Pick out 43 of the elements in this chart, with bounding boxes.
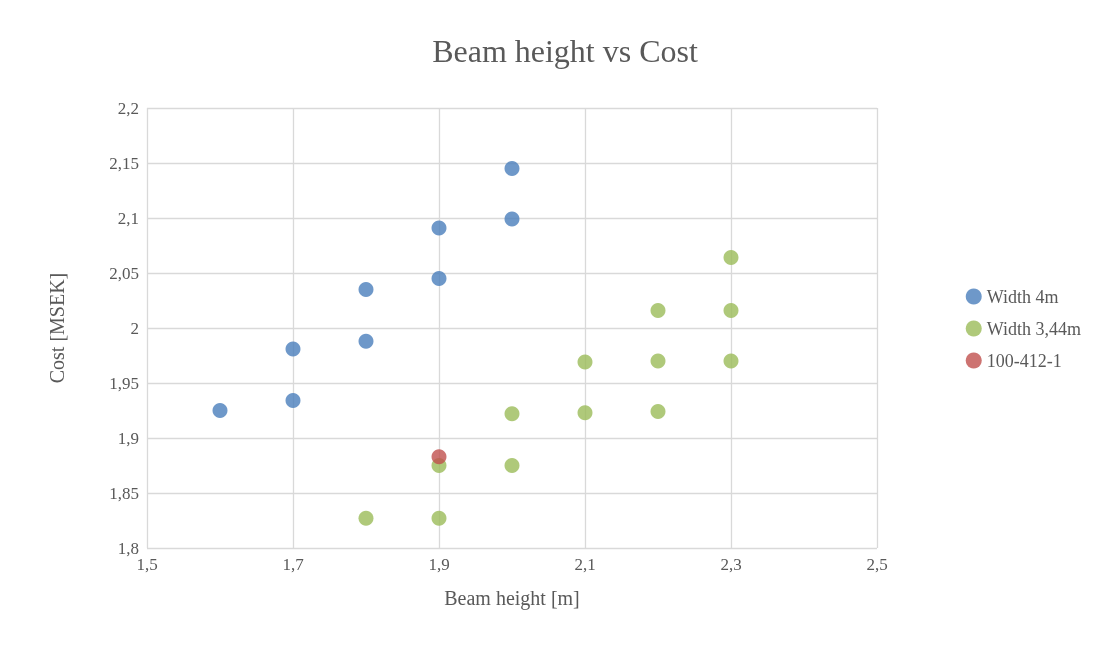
y-tick-label: 1,95 [109, 373, 139, 393]
x-axis-title: Beam height [m] [444, 587, 580, 610]
point [431, 510, 447, 526]
point [723, 353, 739, 369]
y-tick-label: 2,2 [117, 98, 139, 118]
point [504, 161, 520, 176]
point [723, 250, 739, 266]
point [504, 211, 520, 227]
point [358, 282, 374, 297]
point [431, 449, 447, 465]
x-tick-label: 1,9 [428, 555, 450, 574]
point [650, 302, 666, 318]
point [504, 458, 520, 473]
point [285, 393, 301, 409]
y-axis-title: Cost [MSEK] [46, 272, 68, 384]
y-tick-label: 2 [130, 318, 139, 338]
y-tick-label: 1,9 [117, 428, 139, 448]
legend-label: Width 3,44m [986, 318, 1082, 339]
y-tick-label: 2,15 [109, 153, 139, 173]
point [431, 271, 447, 286]
point [212, 403, 228, 418]
point [577, 405, 593, 421]
x-tick-label: 1,7 [282, 555, 305, 574]
point [285, 341, 301, 357]
legend-label: 100-412-1 [986, 350, 1062, 371]
point [431, 220, 447, 236]
legend-label: Width 4m [986, 286, 1059, 307]
y-tick-label: 1,8 [117, 538, 139, 558]
y-tick-label: 1,85 [109, 483, 139, 503]
x-tick-label: 2,3 [720, 555, 742, 574]
x-tick-label: 2,1 [574, 555, 596, 574]
point [577, 354, 593, 370]
point [358, 333, 374, 349]
y-tick-label: 2,1 [117, 208, 139, 228]
point [650, 404, 666, 420]
y-tick-label: 2,05 [109, 263, 139, 283]
chart-title: Beam height vs Cost [432, 33, 698, 69]
point [650, 353, 666, 369]
point [358, 510, 374, 526]
point [504, 406, 520, 422]
x-tick-label: 2,5 [866, 555, 888, 574]
x-tick-label: 1,5 [136, 555, 158, 574]
point [723, 302, 739, 318]
